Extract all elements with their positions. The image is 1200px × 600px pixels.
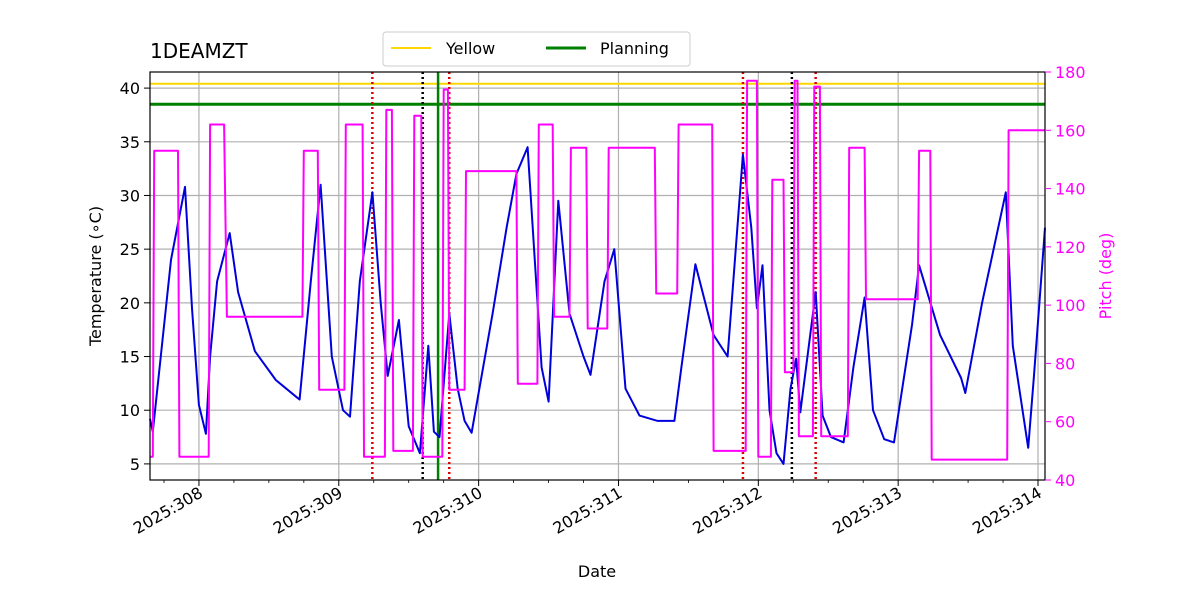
left-tick-label: 15	[120, 348, 140, 367]
series-pitch-line	[150, 79, 1045, 461]
series-layer	[149, 79, 1046, 465]
right-tick-label: 80	[1055, 354, 1075, 373]
plot-frame	[149, 71, 1046, 481]
right-axis-ticks: 40 60 80 100 120 140 160 180	[1045, 63, 1086, 490]
right-tick-label: 120	[1055, 238, 1086, 257]
threshold-lines	[150, 82, 1045, 106]
legend-box	[382, 31, 691, 67]
right-tick-label: 40	[1055, 471, 1075, 490]
left-tick-label: 10	[120, 401, 140, 420]
left-tick-label: 40	[120, 79, 140, 98]
right-tick-label: 60	[1055, 413, 1075, 432]
legend-planning-label: Planning	[600, 39, 669, 58]
left-tick-label: 5	[130, 455, 140, 474]
right-axis-label: Pitch (deg)	[1096, 233, 1115, 320]
legend-yellow-label: Yellow	[445, 39, 495, 58]
right-tick-label: 160	[1055, 121, 1086, 140]
right-tick-label: 180	[1055, 63, 1086, 82]
series-temperature-line	[149, 146, 1046, 465]
left-tick-label: 35	[120, 133, 140, 152]
left-axis-label: Temperature (∘C)	[86, 206, 105, 347]
x-axis-label: Date	[578, 562, 616, 581]
legend: Yellow Planning	[382, 31, 691, 67]
chart-title: 1DEAMZT	[150, 39, 248, 63]
left-tick-label: 20	[120, 294, 140, 313]
right-tick-label: 140	[1055, 180, 1086, 199]
grid-layer	[150, 72, 1045, 480]
left-axis-ticks: 5 10 15 20 25 30 35 40	[120, 79, 150, 474]
left-tick-label: 25	[120, 240, 140, 259]
right-tick-label: 100	[1055, 296, 1086, 315]
left-tick-label: 30	[120, 186, 140, 205]
